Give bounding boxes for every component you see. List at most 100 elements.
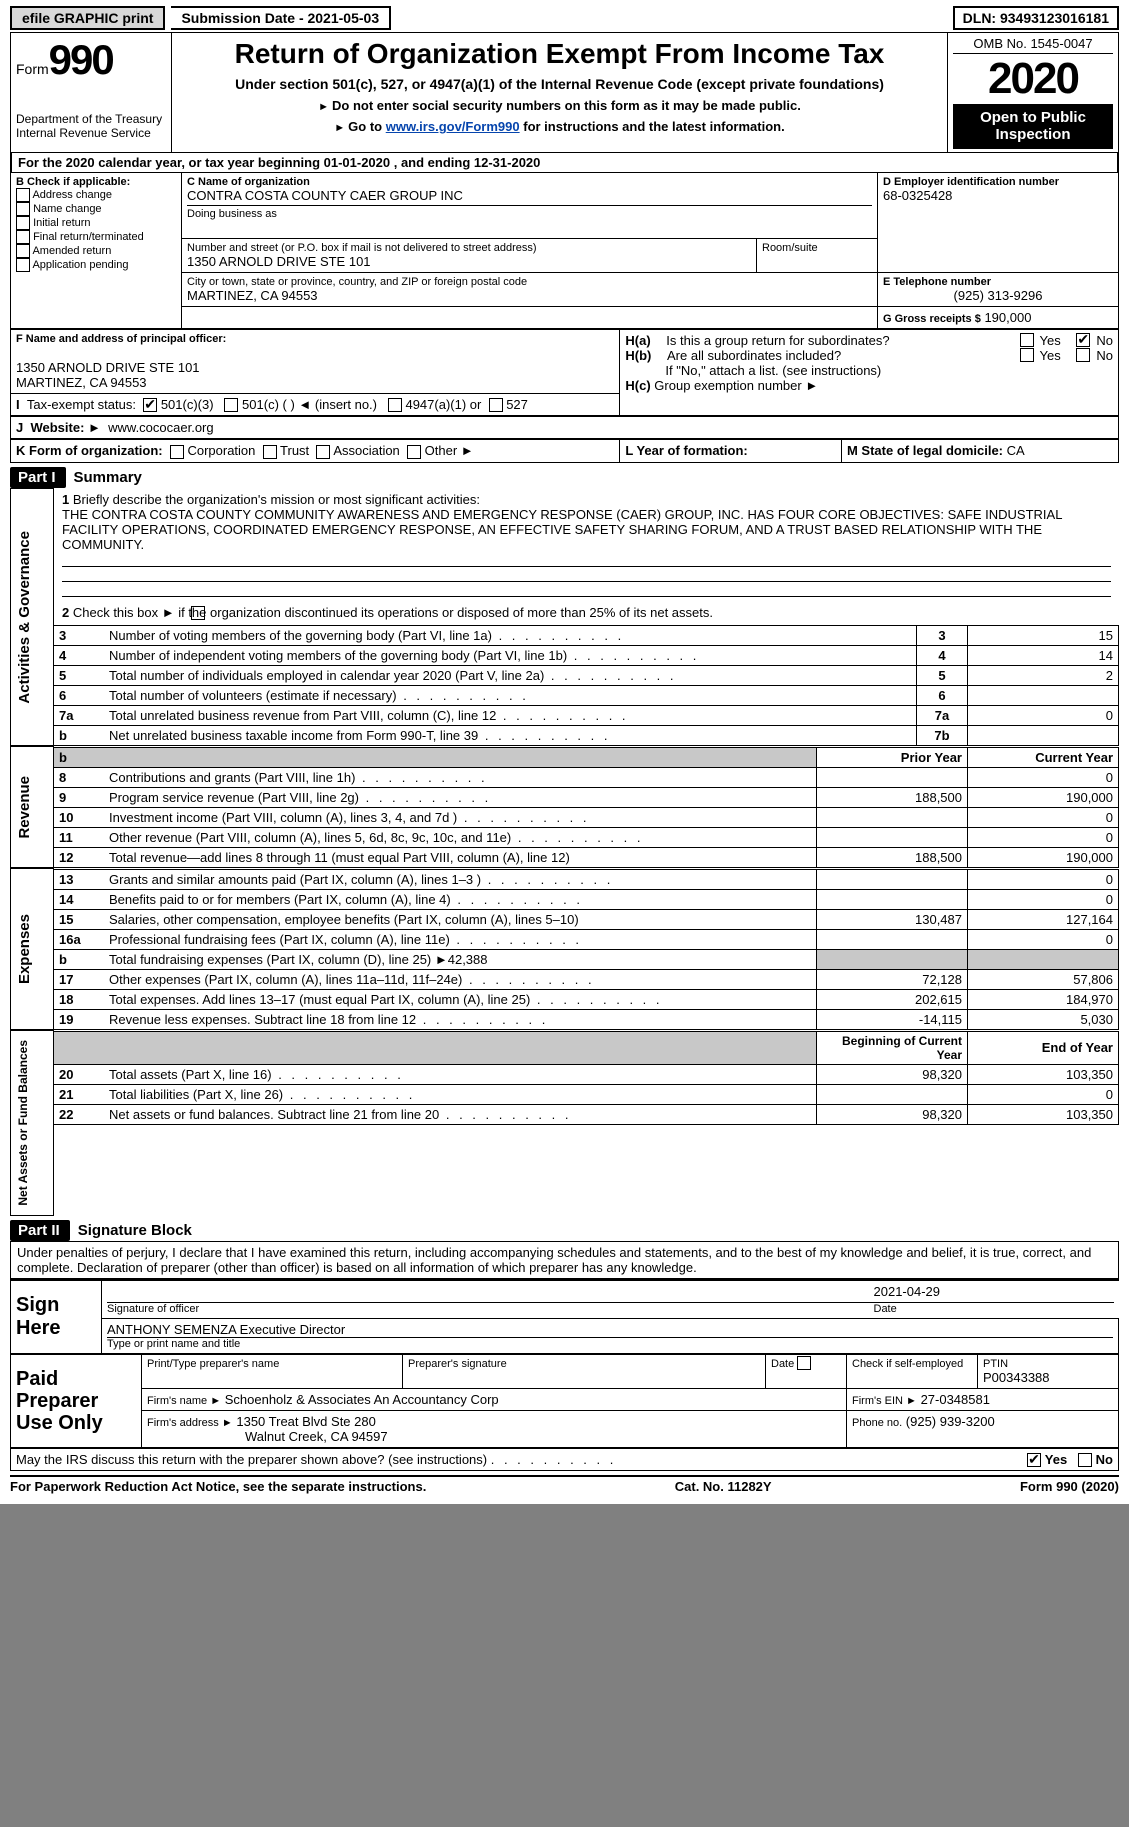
note2-post: for instructions and the latest informat… (520, 119, 785, 134)
current-val: 0 (968, 1084, 1119, 1104)
ha-pre: H(a) (625, 333, 650, 348)
chk-hb-no[interactable] (1076, 348, 1090, 362)
b-opt-4: Amended return (32, 244, 111, 256)
efile-button[interactable]: efile GRAPHIC print (10, 6, 165, 30)
chk-initial-return[interactable] (16, 216, 30, 230)
irs-link[interactable]: www.irs.gov/Form990 (386, 119, 520, 134)
current-val: 103,350 (968, 1064, 1119, 1084)
prior-val: 130,487 (817, 909, 968, 929)
part2-title: Signature Block (70, 1222, 192, 1239)
org-name: CONTRA COSTA COUNTY CAER GROUP INC (187, 188, 872, 203)
discuss-question: May the IRS discuss this return with the… (16, 1452, 487, 1467)
room-label: Room/suite (762, 242, 872, 254)
chk-name-change[interactable] (16, 202, 30, 216)
chk-final-return[interactable] (16, 230, 30, 244)
row-box: 7a (917, 705, 968, 725)
form-title: Return of Organization Exempt From Incom… (177, 38, 942, 70)
row-text: Net assets or fund balances. Subtract li… (104, 1104, 817, 1124)
hb-note: If "No," attach a list. (see instruction… (625, 363, 1113, 378)
footer-right: Form 990 (2020) (1020, 1479, 1119, 1494)
chk-self-employed[interactable] (797, 1356, 811, 1370)
dept-irs: Internal Revenue Service (16, 126, 166, 140)
row-text: Number of independent voting members of … (104, 645, 917, 665)
chk-discuss-yes[interactable] (1027, 1453, 1041, 1467)
current-val: 190,000 (968, 787, 1119, 807)
row-text: Contributions and grants (Part VIII, lin… (104, 767, 817, 787)
note2-pre: Go to (348, 119, 386, 134)
f-label: F Name and address of principal officer: (16, 333, 614, 345)
check-self: Check if self-employed (852, 1358, 963, 1370)
row-text: Total unrelated business revenue from Pa… (104, 705, 917, 725)
chk-trust[interactable] (263, 445, 277, 459)
chk-4947[interactable] (388, 398, 402, 412)
prior-val (817, 1084, 968, 1104)
firm-ein-label: Firm's EIN ► (852, 1395, 917, 1407)
part2-tab: Part II (10, 1220, 70, 1241)
chk-discontinued[interactable] (191, 606, 205, 620)
hb-pre: H(b) (625, 348, 651, 363)
row-text: Program service revenue (Part VIII, line… (104, 787, 817, 807)
current-val: 0 (968, 807, 1119, 827)
row-val: 14 (968, 645, 1119, 665)
sig-label: Signature of officer (107, 1303, 874, 1315)
row-text: Other expenses (Part IX, column (A), lin… (104, 969, 817, 989)
current-val: 184,970 (968, 989, 1119, 1009)
chk-address-change[interactable] (16, 188, 30, 202)
sign-here: Sign Here (11, 1280, 102, 1353)
row-text: Benefits paid to or for members (Part IX… (104, 889, 817, 909)
chk-discuss-no[interactable] (1078, 1453, 1092, 1467)
current-val (968, 949, 1119, 969)
prior-val: 188,500 (817, 787, 968, 807)
side-expenses: Expenses (16, 908, 33, 990)
ha-label: Is this a group return for subordinates? (666, 333, 1013, 348)
chk-527[interactable] (489, 398, 503, 412)
chk-ha-no[interactable] (1076, 333, 1090, 347)
end-year-hdr: End of Year (968, 1031, 1119, 1064)
row-box: 4 (917, 645, 968, 665)
chk-assoc[interactable] (316, 445, 330, 459)
row-text: Total liabilities (Part X, line 26) (104, 1084, 817, 1104)
chk-amended[interactable] (16, 244, 30, 258)
m-value: CA (1007, 443, 1025, 458)
row-num: 3 (54, 625, 104, 645)
discuss-yes: Yes (1045, 1452, 1067, 1467)
dept-treasury: Department of the Treasury (16, 112, 166, 126)
row-num: b (54, 725, 104, 745)
part1-tab: Part I (10, 467, 66, 488)
ptin-label: PTIN (983, 1358, 1113, 1370)
row-text: Investment income (Part VIII, column (A)… (104, 807, 817, 827)
i-label: Tax-exempt status: (27, 397, 136, 412)
row-num: 11 (54, 827, 104, 847)
dln: DLN: 93493123016181 (953, 6, 1119, 30)
form-subtitle: Under section 501(c), 527, or 4947(a)(1)… (177, 76, 942, 92)
prior-val (817, 807, 968, 827)
row-num: 4 (54, 645, 104, 665)
firm-name-label: Firm's name ► (147, 1395, 221, 1407)
row-text: Total revenue—add lines 8 through 11 (mu… (104, 847, 817, 867)
row-num: 19 (54, 1009, 104, 1029)
sign-date: 2021-04-29 (868, 1284, 1114, 1303)
current-val: 127,164 (968, 909, 1119, 929)
row-num: 5 (54, 665, 104, 685)
prior-val: 98,320 (817, 1064, 968, 1084)
row-text: Salaries, other compensation, employee b… (104, 909, 817, 929)
chk-ha-yes[interactable] (1020, 333, 1034, 347)
row-num: 15 (54, 909, 104, 929)
current-val: 5,030 (968, 1009, 1119, 1029)
row-num: 17 (54, 969, 104, 989)
k-opt1: Trust (280, 443, 309, 458)
chk-other[interactable] (407, 445, 421, 459)
chk-501c3[interactable] (143, 398, 157, 412)
c-city-label: City or town, state or province, country… (187, 276, 872, 288)
b-opt-2: Initial return (33, 216, 90, 228)
prior-val (817, 869, 968, 889)
k-opt3: Other ► (425, 443, 474, 458)
i-opt1: 501(c)(3) (161, 397, 214, 412)
row-num: 20 (54, 1064, 104, 1084)
mission-text: THE CONTRA COSTA COUNTY COMMUNITY AWAREN… (62, 507, 1062, 552)
chk-corp[interactable] (170, 445, 184, 459)
footer-center: Cat. No. 11282Y (675, 1479, 772, 1494)
chk-app-pending[interactable] (16, 258, 30, 272)
chk-501c[interactable] (224, 398, 238, 412)
chk-hb-yes[interactable] (1020, 348, 1034, 362)
